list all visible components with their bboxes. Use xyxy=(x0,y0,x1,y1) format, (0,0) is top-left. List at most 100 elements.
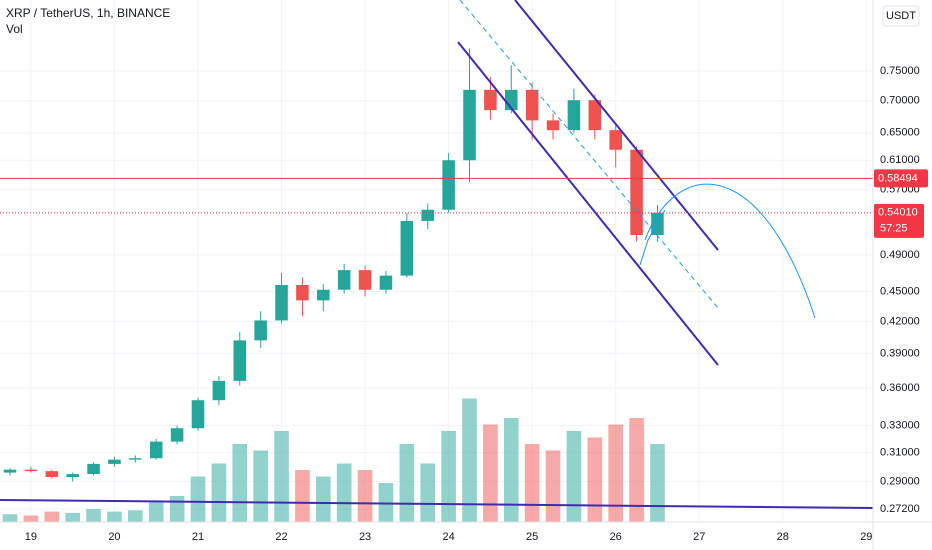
volume-bar xyxy=(190,476,206,522)
x-tick-label: 24 xyxy=(442,531,454,543)
candle-body xyxy=(463,89,476,161)
volume-bar xyxy=(566,431,582,522)
support-line xyxy=(0,499,874,509)
candle-body xyxy=(149,441,163,459)
candle-body xyxy=(609,130,622,150)
last-price-label: 0.54010 xyxy=(878,207,918,219)
candle-body xyxy=(442,160,455,210)
volume-bar xyxy=(503,418,519,522)
volume-bar xyxy=(107,511,122,522)
y-tick-label: 0.65000 xyxy=(880,127,920,139)
x-tick-label: 22 xyxy=(275,531,287,543)
y-tick-label: 0.45000 xyxy=(880,286,920,298)
volume-bar xyxy=(441,431,456,522)
channel-lower xyxy=(457,41,719,366)
volume-bar xyxy=(65,512,80,522)
volume-bar xyxy=(650,444,665,522)
candle-body xyxy=(254,320,267,341)
volume-bar xyxy=(86,509,101,522)
y-tick-label: 0.27200 xyxy=(880,503,920,515)
volume-bar xyxy=(23,515,39,522)
volume-bar xyxy=(399,444,415,522)
candle-body xyxy=(567,100,581,131)
x-tick-label: 21 xyxy=(192,531,204,543)
axis-layer: 0.27200 0.29000 0.31000 0.33000 0.36000 0.390… xyxy=(25,65,928,543)
channel-mid xyxy=(459,0,719,309)
projection-arc xyxy=(644,183,816,319)
y-tick-label: 0.31000 xyxy=(880,447,920,459)
overlay-layer xyxy=(0,177,873,214)
candle-body xyxy=(400,220,414,276)
candle-body xyxy=(24,469,38,472)
candle-body xyxy=(66,474,79,477)
candle-body xyxy=(3,469,17,473)
volume-bar xyxy=(211,463,227,522)
candle-body xyxy=(317,289,330,301)
candle-body xyxy=(484,89,497,111)
volume-bar xyxy=(44,511,60,522)
x-tick-label: 25 xyxy=(526,531,538,543)
x-tick-label: 23 xyxy=(359,531,371,543)
volume-bar xyxy=(587,437,603,522)
x-tick-label: 29 xyxy=(860,531,872,543)
volume-bar xyxy=(232,444,248,522)
price-line-label: 0.58494 xyxy=(878,172,918,184)
volume-bar xyxy=(608,424,624,522)
channel-upper xyxy=(514,0,719,251)
x-tick-label: 20 xyxy=(108,531,120,543)
volume-bar xyxy=(545,450,561,522)
candle-body xyxy=(546,120,560,131)
volume-bar xyxy=(2,514,18,522)
candle-body xyxy=(233,340,247,381)
candle-body xyxy=(379,275,393,290)
volume-bar xyxy=(420,463,436,522)
currency-label[interactable]: USDT xyxy=(886,10,916,22)
last-price-box xyxy=(874,203,924,238)
y-tick-label: 0.36000 xyxy=(880,382,920,394)
candle-body xyxy=(525,89,539,121)
volume-bar xyxy=(357,470,373,522)
candle-body xyxy=(358,270,372,290)
candle-body xyxy=(630,149,643,236)
volume-bar xyxy=(378,483,394,522)
volume-bar xyxy=(295,470,310,522)
countdown-label: 57:25 xyxy=(880,223,908,235)
candle-body xyxy=(108,459,121,464)
candle-body xyxy=(170,428,184,442)
volume-bar xyxy=(148,502,164,522)
volume-bar xyxy=(336,463,352,522)
y-tick-label: 0.42000 xyxy=(880,315,920,327)
volume-bar xyxy=(253,450,268,522)
candle-layer xyxy=(3,48,664,482)
chart-title: XRP / TetherUS, 1h, BINANCE xyxy=(6,6,170,20)
volume-bar xyxy=(274,431,289,522)
candle-body xyxy=(129,458,142,460)
candle-body xyxy=(421,209,434,221)
candle-body xyxy=(337,270,351,290)
x-tick-label: 28 xyxy=(777,531,789,543)
x-tick-label: 27 xyxy=(693,531,705,543)
y-tick-label: 0.29000 xyxy=(880,475,920,487)
candle-body xyxy=(275,284,288,321)
y-tick-label: 0.75000 xyxy=(880,65,920,77)
volume-bar xyxy=(629,418,644,522)
volume-bar xyxy=(315,476,331,522)
currency-button[interactable] xyxy=(882,5,920,27)
y-tick-label: 0.70000 xyxy=(880,95,920,107)
x-tick-label: 19 xyxy=(25,531,37,543)
candle-body xyxy=(45,471,59,477)
price-line-box xyxy=(874,169,928,188)
y-tick-label: 0.39000 xyxy=(880,347,920,359)
candle-body xyxy=(87,463,100,475)
volume-bar xyxy=(462,398,477,522)
volume-layer xyxy=(2,398,665,522)
candle-body xyxy=(588,100,602,131)
candle-body xyxy=(191,400,205,429)
y-tick-label: 0.33000 xyxy=(880,420,920,432)
volume-bar xyxy=(483,424,498,522)
projection-start xyxy=(639,209,666,266)
y-tick-label: 0.61000 xyxy=(880,154,920,166)
candle-body xyxy=(296,284,309,301)
volume-bar xyxy=(169,496,185,522)
